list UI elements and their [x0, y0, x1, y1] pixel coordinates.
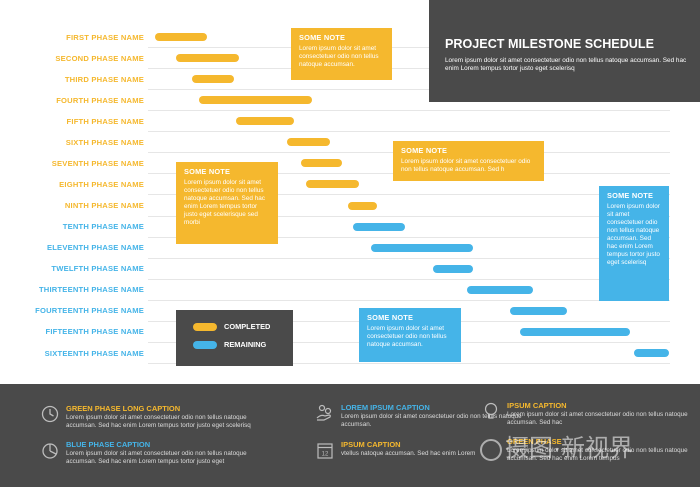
- phase-bar: [235, 117, 295, 125]
- note-box: SOME NOTE Lorem ipsum dolor sit amet con…: [599, 186, 669, 301]
- phase-label: FOURTEENTH PHASE NAME: [35, 306, 144, 315]
- footer-caption: GREEN PHASE LONG CAPTION: [66, 404, 181, 413]
- grid-line: [148, 89, 670, 90]
- legend-swatch-remaining: [193, 341, 217, 349]
- grid-line: [148, 194, 670, 195]
- hand-coins-icon: [316, 404, 332, 421]
- phase-bar: [466, 286, 533, 294]
- footer-panel: GREEN PHASE LONG CAPTION Lorem ipsum dol…: [0, 384, 700, 487]
- footer-caption: IPSUM CAPTION: [507, 401, 567, 410]
- phase-bar: [370, 244, 473, 252]
- note-title: SOME NOTE: [299, 33, 346, 42]
- footer-text: Lorem ipsum dolor sit amet consectetuer …: [341, 413, 522, 428]
- phase-label: ELEVENTH PHASE NAME: [46, 243, 144, 252]
- watermark-logo-icon: [480, 438, 502, 461]
- phase-label: FOURTH PHASE NAME: [56, 96, 144, 105]
- phase-label: TWELFTH PHASE NAME: [51, 264, 144, 273]
- phase-label: NINTH PHASE NAME: [64, 201, 144, 210]
- phase-label: SIXTEENTH PHASE NAME: [44, 349, 144, 358]
- phase-bar: [305, 180, 360, 188]
- note-text: Lorem ipsum dolor sit amet consectetuer …: [607, 203, 660, 266]
- footer-text: Lorem ipsum dolor sit amet consectetuer …: [66, 450, 247, 465]
- note-text: Lorem ipsum dolor sit amet consectetuer …: [299, 45, 379, 68]
- watermark-text: 摄图·新视界: [505, 435, 633, 462]
- title-description: Lorem ipsum dolor sit amet consectetuer …: [445, 57, 687, 72]
- phase-bar: [432, 265, 473, 273]
- lightbulb-icon: [484, 402, 498, 419]
- phase-bar: [176, 54, 240, 62]
- footer-text: Lorem ipsum dolor sit amet consectetuer …: [507, 447, 688, 462]
- phase-label: SECOND PHASE NAME: [55, 54, 144, 63]
- note-box: SOME NOTE Lorem ipsum dolor sit amet con…: [291, 28, 392, 80]
- clock-icon: [41, 405, 59, 423]
- svg-text:12: 12: [322, 452, 329, 458]
- grid-line: [148, 237, 670, 238]
- note-box: SOME NOTE Lorem ipsum dolor sit amet con…: [359, 308, 461, 362]
- footer-text: Lorem ipsum dolor sit amet consectetuer …: [66, 414, 251, 429]
- title-panel: PROJECT MILESTONE SCHEDULE Lorem ipsum d…: [429, 0, 700, 102]
- phase-bar: [633, 349, 669, 357]
- legend: COMPLETED REMAINING: [176, 310, 293, 366]
- footer-caption: BLUE PHASE CAPTION: [66, 440, 151, 449]
- grid-line: [148, 216, 670, 217]
- phase-bar: [192, 75, 235, 83]
- grid-line: [148, 258, 670, 259]
- phase-bar: [519, 328, 630, 336]
- phase-bar: [286, 138, 331, 146]
- footer-text: vtellus natoque accumsan. Sed hac enim L…: [341, 450, 476, 457]
- legend-label-completed: COMPLETED: [224, 322, 271, 331]
- legend-label-remaining: REMAINING: [224, 340, 267, 349]
- footer-text: Lorem ipsum dolor sit amet consectetuer …: [507, 411, 688, 426]
- grid-line: [148, 47, 670, 48]
- phase-label: THIRTEENTH PHASE NAME: [38, 285, 144, 294]
- note-text: Lorem ipsum dolor sit amet consectetuer …: [184, 179, 266, 226]
- note-text: Lorem ipsum dolor sit amet consectetuer …: [367, 325, 447, 348]
- phase-label: EIGHTH PHASE NAME: [59, 180, 144, 189]
- phase-bar: [347, 202, 378, 210]
- phase-bar: [155, 33, 207, 41]
- grid-line: [148, 131, 670, 132]
- grid-line: [148, 300, 670, 301]
- phase-bar: [510, 307, 567, 315]
- note-title: SOME NOTE: [184, 167, 231, 176]
- phase-label: FIFTH PHASE NAME: [66, 117, 144, 126]
- phase-label: FIFTEENTH PHASE NAME: [45, 327, 144, 336]
- phase-bar: [301, 159, 342, 167]
- grid-line: [148, 68, 670, 69]
- note-title: SOME NOTE: [367, 313, 414, 322]
- note-box: SOME NOTE Lorem ipsum dolor sit amet con…: [176, 162, 278, 244]
- phase-label: THIRD PHASE NAME: [64, 75, 144, 84]
- phase-bar: [352, 223, 405, 231]
- pie-chart-icon: [42, 443, 58, 459]
- grid-line: [148, 110, 670, 111]
- phase-bar: [198, 96, 313, 104]
- phase-label: SIXTH PHASE NAME: [65, 138, 144, 147]
- grid-line: [148, 279, 670, 280]
- grid-line: [148, 363, 670, 364]
- footer-caption: GREEN PHASE: [507, 437, 562, 446]
- calendar-icon: 12: [317, 443, 333, 459]
- note-title: SOME NOTE: [401, 146, 448, 155]
- note-text: Lorem ipsum dolor sit amet consectetuer …: [401, 158, 531, 173]
- note-title: SOME NOTE: [607, 191, 654, 200]
- phase-label: SEVENTH PHASE NAME: [51, 159, 144, 168]
- legend-swatch-completed: [193, 323, 217, 331]
- phase-label: TENTH PHASE NAME: [62, 222, 144, 231]
- note-box: SOME NOTE Lorem ipsum dolor sit amet con…: [393, 141, 544, 181]
- watermark: 摄图·新视界: [480, 428, 633, 463]
- footer-caption: LOREM IPSUM CAPTION: [341, 403, 430, 412]
- footer-caption: IPSUM CAPTION: [341, 440, 401, 449]
- page-title: PROJECT MILESTONE SCHEDULE: [445, 37, 654, 51]
- phase-label: FIRST PHASE NAME: [66, 33, 144, 42]
